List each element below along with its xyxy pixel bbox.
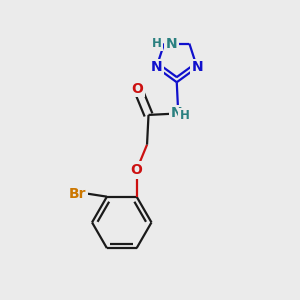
Text: N: N xyxy=(166,37,177,50)
Text: N: N xyxy=(151,60,162,74)
Text: N: N xyxy=(171,106,183,120)
Text: O: O xyxy=(132,82,143,96)
Text: H: H xyxy=(180,109,190,122)
Text: H: H xyxy=(152,37,162,50)
Text: N: N xyxy=(191,60,203,74)
Text: O: O xyxy=(131,163,142,177)
Text: Br: Br xyxy=(69,187,86,201)
